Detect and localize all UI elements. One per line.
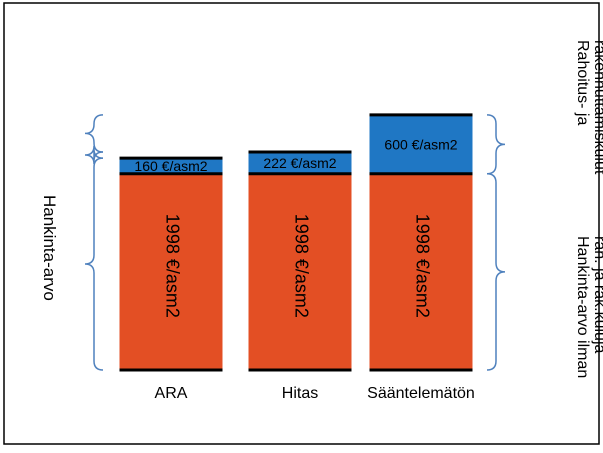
bar-segment-base [119, 173, 223, 370]
data-label-base: 1998 €/asm2 [291, 214, 311, 318]
left-brace-middle [84, 146, 104, 165]
data-label-base: 1998 €/asm2 [162, 214, 182, 318]
bars-layer [119, 113, 473, 372]
right-brace-financing [486, 114, 506, 175]
data-label-financing: 222 €/asm2 [263, 155, 336, 171]
right-label-base-line1: Hankinta-arvo ilman [574, 236, 591, 378]
right-label-financing-line2: rakennuttamiskulut [591, 40, 603, 175]
bar-segment-base [369, 173, 473, 370]
labels-layer: 160 €/asm2 1998 €/asm2 ARA 222 €/asm2 1998 €… [40, 40, 603, 402]
left-axis-label: Hankinta-arvo [40, 195, 59, 301]
right-label-financing-line1: Rahoitus- ja [574, 40, 591, 125]
data-label-financing: 600 €/asm2 [384, 136, 457, 152]
left-brace-main [84, 157, 104, 371]
right-label-base: Hankinta-arvo ilmanrah. ja rak.kuluja [574, 236, 603, 378]
bar-segment-financing [119, 158, 223, 174]
braces-layer [84, 114, 506, 371]
data-label-base: 1998 €/asm2 [412, 214, 432, 318]
right-label-financing: Rahoitus- jarakennuttamiskulut [574, 40, 603, 175]
category-label: Sääntelemätön [367, 385, 475, 402]
bar-segment-financing [248, 151, 352, 174]
category-label: Hitas [282, 385, 318, 402]
bar-segment-financing [369, 114, 473, 174]
data-label-financing: 160 €/asm2 [134, 158, 207, 174]
right-brace-base [486, 173, 506, 371]
category-label: ARA [155, 385, 188, 402]
bar-segment-base [248, 173, 352, 370]
right-label-base-line2: rah. ja rak.kuluja [591, 236, 603, 353]
